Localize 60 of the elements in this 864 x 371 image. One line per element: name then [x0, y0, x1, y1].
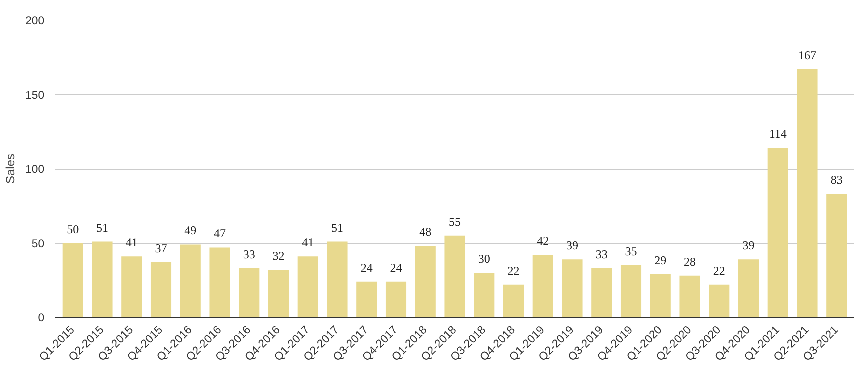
- data-label: 35: [625, 244, 638, 259]
- data-label: 49: [184, 224, 197, 238]
- bar: [62, 243, 84, 318]
- bar: [386, 282, 407, 318]
- bar: [122, 256, 142, 318]
- data-label: 24: [360, 260, 373, 275]
- data-label: 30: [478, 252, 490, 266]
- data-label: 41: [302, 236, 314, 250]
- data-label: 51: [96, 220, 108, 235]
- bar: [680, 276, 700, 318]
- bar: [562, 260, 583, 318]
- data-label: 47: [214, 226, 226, 241]
- bar: [239, 268, 260, 318]
- data-label: 41: [126, 236, 138, 250]
- bar: [210, 248, 230, 318]
- bar: [356, 282, 378, 318]
- bar: [415, 246, 436, 318]
- data-label: 33: [243, 247, 256, 262]
- bar: [592, 268, 612, 318]
- bar: [738, 260, 760, 318]
- data-label: 55: [449, 214, 461, 229]
- data-label: 28: [684, 254, 696, 269]
- y-axis-title: Sales: [4, 154, 18, 184]
- bar: [327, 242, 348, 318]
- data-label: 22: [508, 264, 520, 278]
- y-tick-label: 0: [38, 312, 45, 324]
- bar: [474, 272, 495, 318]
- y-tick-label: 150: [26, 90, 45, 102]
- bar: [650, 274, 671, 318]
- bar: [268, 270, 290, 318]
- bar: [150, 262, 172, 318]
- bar: [532, 255, 554, 318]
- bar: [797, 70, 818, 318]
- data-label: 24: [390, 260, 402, 275]
- bar: [826, 194, 848, 318]
- bar: [709, 284, 730, 318]
- y-tick-label: 50: [32, 238, 45, 250]
- bar: [180, 244, 201, 318]
- bar: [92, 242, 113, 318]
- y-tick-label: 200: [26, 16, 45, 28]
- data-label: 83: [830, 173, 843, 188]
- data-label: 51: [332, 220, 344, 235]
- data-label: 167: [798, 48, 816, 63]
- data-label: 37: [155, 242, 168, 256]
- data-label: 39: [566, 238, 578, 253]
- data-label: 114: [769, 127, 787, 142]
- bar: [768, 148, 788, 318]
- bar: [620, 266, 642, 318]
- data-label: 29: [654, 253, 667, 268]
- y-tick-label: 100: [26, 164, 45, 176]
- data-label: 48: [420, 225, 432, 240]
- bar: [298, 256, 318, 318]
- bar: [503, 284, 524, 318]
- data-label: 39: [742, 238, 755, 253]
- data-label: 33: [596, 247, 608, 262]
- data-label: 32: [272, 248, 285, 263]
- bar: [444, 236, 466, 318]
- data-label: 42: [537, 234, 550, 248]
- data-label: 50: [67, 222, 80, 236]
- data-label: 22: [713, 264, 726, 278]
